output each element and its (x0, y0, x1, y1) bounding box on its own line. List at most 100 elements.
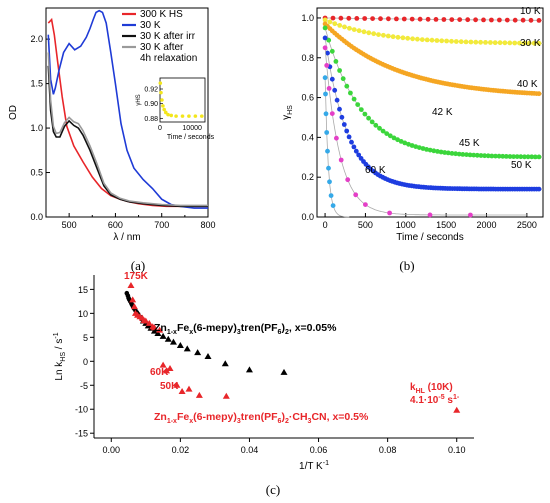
data-point-b (362, 16, 368, 21)
red-triangle-c (173, 381, 181, 388)
rl-sub4: 6 (278, 418, 282, 425)
fit-curve-b-6 (324, 77, 350, 218)
data-point-b (401, 16, 407, 22)
data-point-b (503, 154, 509, 159)
y-axis-label-sub: HS (60, 352, 67, 362)
y-tick-label-c: -10 (75, 405, 88, 415)
red-triangle-c (453, 406, 461, 413)
data-point-b (526, 40, 532, 46)
legend-entry-a: 30 K (140, 20, 161, 31)
x-axis-label-b: Time / seconds (396, 232, 463, 243)
black-triangle-c (150, 327, 158, 334)
data-point-b (473, 17, 478, 23)
panel-a-chart: 500 600 700 800 0.0 0.5 1.0 1.5 2.0 λ / nm OD 300 K… (8, 7, 216, 243)
black-triangle-c (176, 341, 184, 348)
data-point-b (531, 40, 537, 46)
data-point-b (413, 144, 419, 150)
khl-sub: HL (416, 388, 426, 395)
red-triangle-c (129, 296, 137, 303)
caption-b: (b) (399, 258, 414, 273)
red-series-label: Zn1-xFex(6-mepy)3tren(PF6)2·CH3CN, x=0.5… (154, 411, 369, 425)
data-point-b (529, 154, 535, 160)
x-tick-label-a: 500 (62, 220, 77, 230)
inset-point (161, 104, 165, 108)
series-label-b: 45 K (459, 138, 480, 149)
x-tick-label-b: 2000 (476, 220, 496, 230)
black-triangle-c (194, 349, 202, 356)
data-point-b (326, 86, 332, 91)
data-point-b (429, 37, 435, 43)
y-tick-label-a: 1.0 (30, 123, 43, 133)
data-point-b (492, 40, 498, 46)
inset-point (174, 114, 178, 118)
rl-mid: (6-mepy) (193, 411, 237, 423)
data-point-b (457, 17, 463, 22)
caption-a: (a) (131, 258, 145, 273)
inset-point (163, 110, 168, 115)
bl-close: ) (281, 322, 285, 334)
data-point-b (329, 111, 335, 116)
data-point-b (325, 50, 330, 56)
data-point-b (511, 154, 516, 160)
y-axis-label-unit-sup: -1 (53, 332, 60, 338)
data-point-b (536, 154, 542, 160)
data-point-b (431, 148, 437, 154)
data-point-b (500, 153, 506, 159)
red-triangle-c (145, 319, 153, 326)
inset-point (160, 98, 164, 102)
data-point-b (520, 17, 526, 23)
khl-unit-sup: 1- (453, 394, 460, 401)
inset-point (187, 114, 191, 118)
data-point-b (348, 90, 353, 96)
data-point-b (409, 16, 415, 22)
data-point-b (322, 25, 328, 31)
red-triangle-c (178, 387, 186, 394)
inset-point (193, 114, 198, 118)
y-tick-label-c: -5 (80, 381, 88, 391)
y-tick-label-b: 1.0 (301, 13, 314, 23)
data-point-b (353, 192, 359, 198)
inset-x-axis-label: Time / seconds (167, 134, 215, 141)
red-triangle-c (142, 317, 150, 324)
data-point-b (369, 119, 375, 125)
data-point-b (325, 148, 330, 154)
x-tick-label-b: 2500 (517, 220, 537, 230)
data-point-b (464, 152, 469, 158)
data-point-b (370, 16, 375, 21)
red-triangle-c (166, 364, 174, 371)
data-point-b (496, 153, 502, 159)
data-point-b (489, 153, 495, 159)
x-tick-label-a: 700 (154, 220, 169, 230)
inset-point (169, 113, 174, 118)
black-triangle-c (169, 338, 177, 345)
inset-point (159, 90, 163, 95)
data-point-b (449, 38, 454, 44)
data-point-b (425, 16, 431, 22)
data-point-b (458, 39, 464, 45)
black-triangle-c (204, 353, 212, 359)
data-point-b (456, 151, 462, 157)
inset-y-tick-label: 0.90 (144, 101, 158, 108)
data-point-b (415, 36, 420, 42)
y-tick-label-a: 0.5 (30, 168, 43, 178)
data-point-b (337, 23, 343, 28)
data-point-b (341, 122, 347, 127)
data-point-b (488, 40, 493, 45)
x-tick-label-b: 1500 (436, 220, 456, 230)
data-point-b (322, 17, 328, 23)
data-point-b (326, 37, 332, 43)
data-point-b (473, 39, 479, 45)
data-point-b (449, 17, 455, 22)
data-point-b (528, 17, 534, 23)
x-tick-label-c: 0.10 (448, 445, 466, 455)
data-point-b (497, 40, 503, 46)
data-point-b (326, 165, 331, 171)
data-point-b (345, 177, 351, 183)
series-line-a-1 (47, 9, 208, 209)
black-triangle-c (280, 368, 288, 375)
data-point-b (420, 146, 426, 151)
data-point-b (356, 152, 362, 158)
khl-val: 4.1·10 (410, 395, 439, 406)
series-line-a-2 (47, 65, 208, 208)
